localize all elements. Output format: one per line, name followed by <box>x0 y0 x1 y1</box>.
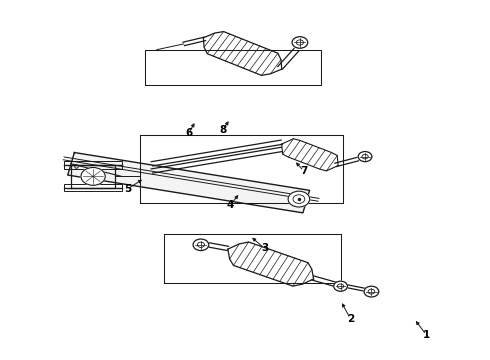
Circle shape <box>288 191 310 207</box>
Text: 4: 4 <box>226 200 234 210</box>
Text: 6: 6 <box>185 128 192 138</box>
Circle shape <box>358 152 372 162</box>
Bar <box>65 161 122 168</box>
Circle shape <box>81 167 105 185</box>
Polygon shape <box>68 153 310 213</box>
Text: 3: 3 <box>261 243 268 253</box>
Text: 7: 7 <box>300 166 308 176</box>
Text: 1: 1 <box>423 330 430 340</box>
Bar <box>65 184 122 192</box>
Text: 5: 5 <box>124 184 131 194</box>
Circle shape <box>292 37 308 48</box>
Text: 2: 2 <box>347 314 354 324</box>
Circle shape <box>364 286 379 297</box>
Text: 8: 8 <box>220 125 226 135</box>
Circle shape <box>193 239 209 251</box>
Circle shape <box>334 281 347 291</box>
